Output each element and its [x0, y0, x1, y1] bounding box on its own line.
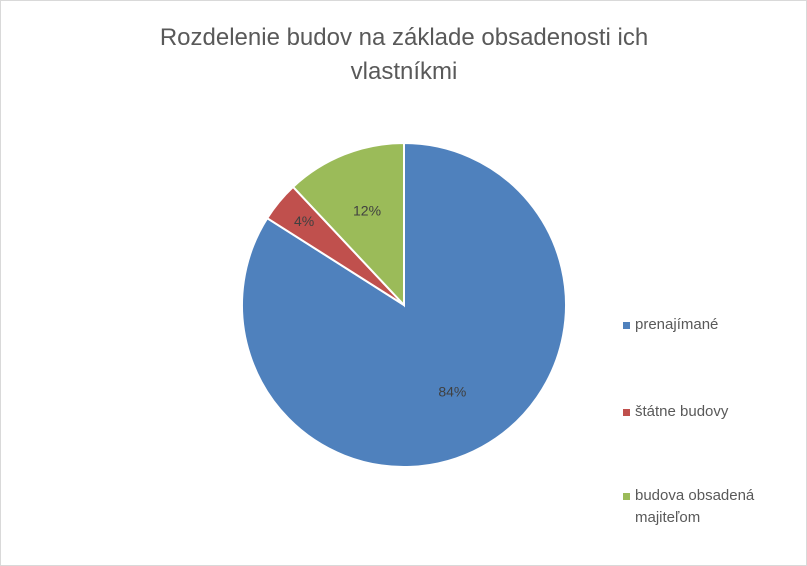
legend-swatch — [623, 409, 630, 416]
legend-item: budova obsadená majiteľom — [623, 485, 793, 529]
data-label: 84% — [438, 384, 466, 400]
legend-item: prenajímané — [623, 314, 793, 336]
data-label: 12% — [353, 202, 381, 218]
chart-title: Rozdelenie budov na základe obsadenosti … — [159, 24, 649, 85]
legend-swatch — [623, 493, 630, 500]
legend-label: prenajímané — [635, 316, 719, 333]
pie-slice — [291, 141, 405, 308]
legend-label: budova obsadená majiteľom — [635, 487, 755, 526]
data-label: 4% — [294, 213, 314, 229]
legend-swatch — [623, 322, 630, 329]
legend-label: štátne budovy — [635, 403, 729, 420]
legend-item: štátne budovy — [623, 401, 793, 423]
